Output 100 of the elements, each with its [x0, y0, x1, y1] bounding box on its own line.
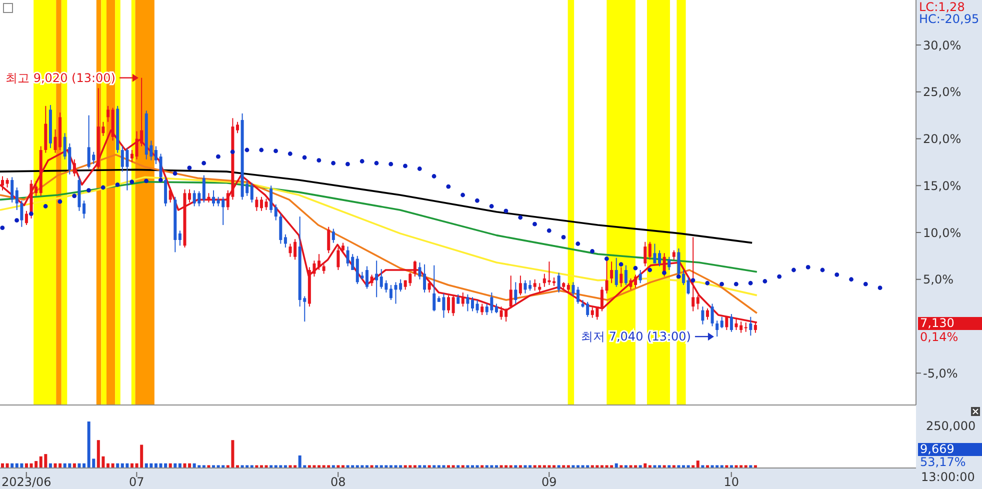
- candlestick: [494, 303, 498, 314]
- bar: [552, 465, 556, 468]
- bar: [428, 465, 431, 468]
- bar: [336, 465, 340, 468]
- bar: [566, 465, 570, 468]
- candlestick: [648, 241, 652, 260]
- y-tick-label: 30,0%: [923, 38, 962, 52]
- bar: [447, 465, 450, 468]
- candlestick: [456, 294, 460, 304]
- candlestick: [423, 264, 426, 293]
- candlestick: [202, 174, 206, 203]
- line-series: [0, 176, 758, 296]
- bar: [692, 465, 695, 468]
- candlestick: [72, 158, 76, 177]
- bar: [562, 465, 566, 468]
- candlestick: [212, 190, 216, 207]
- bar: [648, 465, 652, 468]
- candlestick: [638, 270, 642, 284]
- bar: [620, 465, 623, 468]
- candlestick: [342, 242, 345, 254]
- bar: [696, 460, 700, 468]
- candlestick: [518, 275, 522, 296]
- candlestick: [15, 187, 18, 210]
- bar: [250, 465, 254, 468]
- bar: [255, 465, 258, 468]
- candlestick: [284, 234, 287, 248]
- candlestick: [524, 280, 527, 294]
- y-tick-label: 20,0%: [923, 132, 962, 146]
- candlestick: [466, 294, 470, 312]
- candlestick: [528, 280, 532, 292]
- bar: [509, 465, 512, 468]
- candlestick: [614, 257, 618, 288]
- bar: [725, 465, 728, 468]
- bar: [749, 465, 752, 468]
- candlestick: [428, 280, 431, 293]
- candlestick: [668, 256, 671, 270]
- candlestick: [730, 314, 733, 332]
- candlestick: [480, 303, 484, 316]
- candlestick: [452, 294, 455, 316]
- candlestick: [365, 266, 368, 290]
- candlestick: [672, 250, 676, 260]
- candlestick: [375, 260, 378, 298]
- bar: [480, 465, 484, 468]
- candlestick: [476, 300, 479, 314]
- bar: [466, 465, 470, 468]
- bar: [720, 465, 724, 468]
- candlestick: [168, 187, 172, 203]
- bar: [332, 465, 335, 468]
- candlestick: [274, 204, 278, 221]
- line-series: [0, 154, 758, 314]
- bar: [270, 465, 273, 468]
- candlestick: [557, 272, 560, 293]
- bar: [514, 465, 518, 468]
- candlestick: [6, 178, 9, 188]
- bar: [294, 465, 297, 468]
- bar: [318, 465, 321, 468]
- bar: [730, 465, 733, 468]
- candlestick: [178, 230, 182, 246]
- bar: [461, 465, 464, 468]
- bar: [202, 465, 206, 468]
- candlestick: [692, 236, 695, 312]
- bar: [370, 465, 374, 468]
- bar: [288, 465, 292, 468]
- x-tick-label: 10: [724, 475, 739, 489]
- candlestick: [332, 228, 335, 244]
- text: 0,14%: [920, 330, 958, 344]
- bar: [701, 465, 704, 468]
- y-tick-label: 5,0%: [923, 272, 954, 287]
- line-series: [0, 168, 753, 244]
- bar: [264, 465, 268, 468]
- candlestick: [644, 241, 647, 267]
- bar: [470, 465, 474, 468]
- candlestick: [336, 247, 340, 270]
- candlestick: [130, 150, 134, 163]
- candlestick: [279, 213, 282, 244]
- bar: [524, 465, 527, 468]
- candlestick: [749, 316, 752, 336]
- bar: [682, 465, 686, 468]
- candlestick: [710, 303, 714, 327]
- bar: [413, 465, 416, 468]
- candlestick: [370, 274, 374, 286]
- candlestick: [720, 316, 724, 329]
- candlestick: [566, 282, 570, 294]
- x-tick-label: 2023/06: [1, 475, 52, 489]
- text: 9,669: [918, 442, 982, 456]
- candlestick: [288, 243, 292, 258]
- bar: [260, 465, 263, 468]
- bar: [476, 465, 479, 468]
- bar: [744, 465, 748, 468]
- bar: [212, 465, 216, 468]
- bar: [557, 465, 560, 468]
- candlestick: [250, 182, 254, 203]
- candlestick: [164, 176, 168, 207]
- bar: [528, 465, 532, 468]
- candlestick: [514, 282, 518, 304]
- x-tick-label: 08: [330, 475, 346, 489]
- text: 7,130: [918, 316, 982, 330]
- bar: [284, 465, 287, 468]
- candlestick: [572, 282, 575, 297]
- candlestick: [154, 146, 158, 165]
